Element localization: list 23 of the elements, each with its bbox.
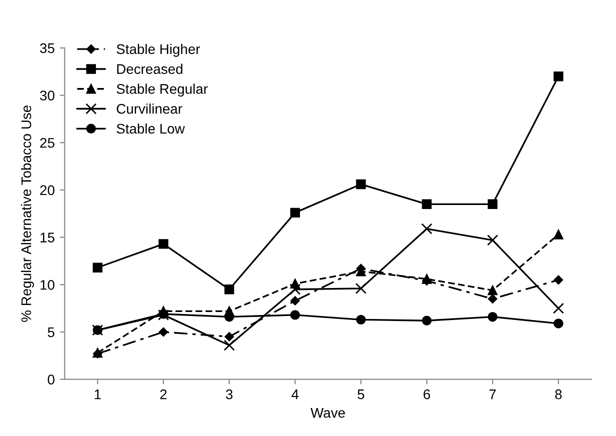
legend-label: Curvilinear bbox=[116, 104, 182, 114]
y-tick-label: 10 bbox=[40, 280, 54, 290]
x-tick-label: 6 bbox=[424, 389, 430, 400]
y-tick-label: 5 bbox=[48, 327, 54, 338]
x-tick-label: 7 bbox=[489, 390, 496, 400]
y-tick-label: 20 bbox=[40, 185, 54, 196]
y-axis-title: % Regular Alternative Tobacco Use bbox=[21, 106, 34, 322]
y-tick-label: 15 bbox=[40, 232, 54, 242]
legend-label: Stable Low bbox=[116, 123, 185, 134]
x-tick-label: 4 bbox=[292, 390, 299, 400]
y-tick-label: 0 bbox=[48, 374, 54, 384]
x-tick-label: 8 bbox=[555, 389, 562, 400]
x-tick-label: 5 bbox=[358, 390, 364, 400]
legend-label: Stable Regular bbox=[116, 84, 208, 97]
legend-label: Stable Higher bbox=[116, 44, 200, 57]
y-tick-label: 30 bbox=[40, 90, 54, 100]
x-tick-label: 3 bbox=[226, 389, 233, 400]
y-tick-label: 35 bbox=[40, 43, 54, 54]
x-tick-label: 2 bbox=[160, 389, 167, 400]
legend-label: Decreased bbox=[117, 64, 182, 74]
x-tick-label: 1 bbox=[94, 390, 101, 400]
x-axis-title: Wave bbox=[310, 408, 345, 418]
y-tick-label: 25 bbox=[40, 138, 54, 148]
